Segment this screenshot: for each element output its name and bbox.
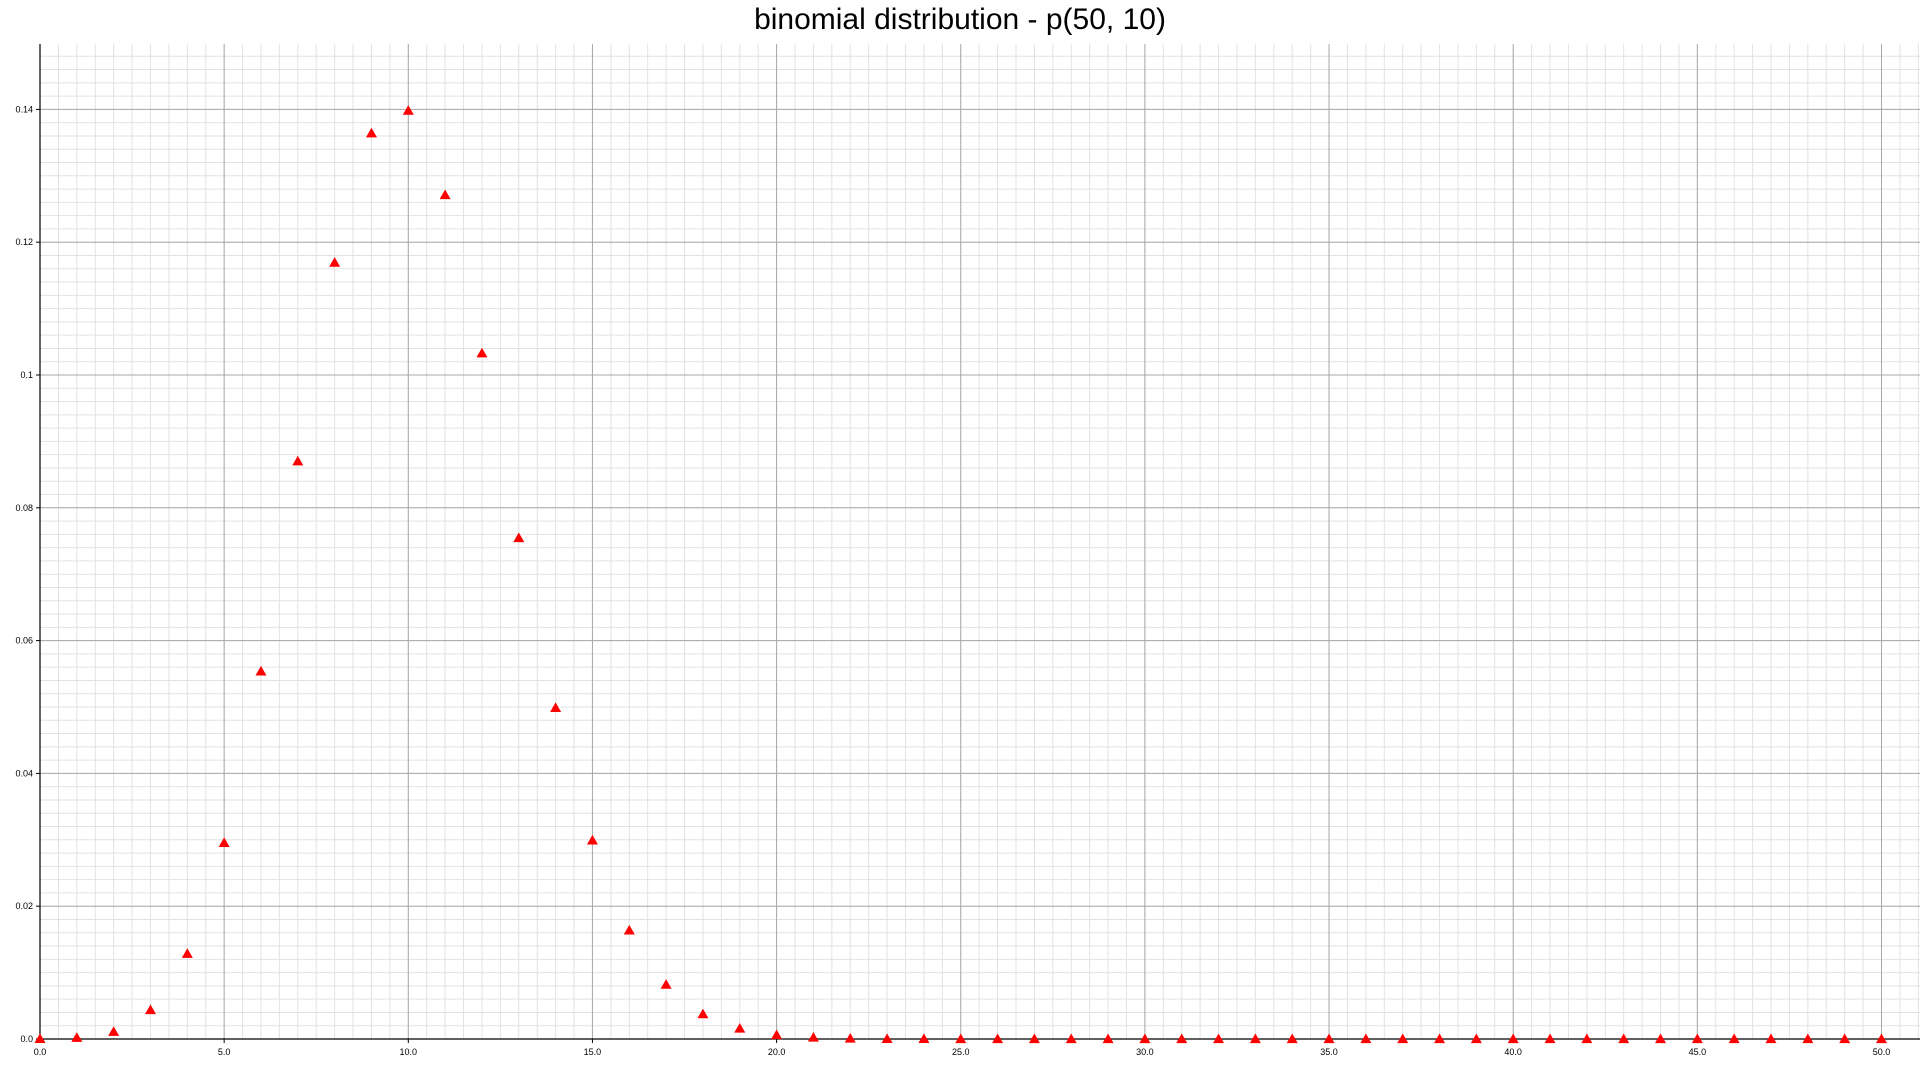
- axes: [39, 44, 1920, 1040]
- x-tick-label: 25.0: [952, 1047, 970, 1057]
- data-point: [1802, 1033, 1814, 1044]
- data-point: [550, 702, 562, 713]
- y-tick-label: 0.08: [15, 503, 33, 513]
- data-point: [1618, 1033, 1630, 1044]
- y-tick-label: 0.06: [15, 636, 33, 646]
- data-point: [1028, 1033, 1040, 1044]
- data-point: [255, 665, 267, 676]
- data-point: [1323, 1033, 1335, 1044]
- x-tick-label: 30.0: [1136, 1047, 1154, 1057]
- data-point: [697, 1008, 709, 1019]
- x-tick-label: 5.0: [218, 1047, 231, 1057]
- data-point: [292, 455, 304, 466]
- data-point: [771, 1029, 783, 1040]
- data-point: [918, 1033, 930, 1044]
- data-point: [144, 1004, 156, 1015]
- data-point: [1507, 1033, 1519, 1044]
- data-point: [71, 1032, 83, 1042]
- data-point: [402, 105, 414, 115]
- data-point: [329, 257, 341, 267]
- x-tick-label: 50.0: [1873, 1047, 1891, 1057]
- data-point: [586, 834, 598, 845]
- data-point: [1286, 1033, 1298, 1044]
- data-point: [1876, 1033, 1887, 1044]
- data-point: [1360, 1033, 1372, 1044]
- data-point: [734, 1023, 746, 1033]
- data-point: [181, 948, 193, 958]
- y-tick-label: 0.0: [20, 1034, 33, 1044]
- x-tick-label: 35.0: [1320, 1047, 1338, 1057]
- data-point: [992, 1033, 1004, 1044]
- data-point: [844, 1033, 856, 1043]
- data-point: [1728, 1033, 1740, 1044]
- data-point: [34, 1033, 46, 1044]
- data-point: [1139, 1033, 1151, 1044]
- data-point: [1434, 1033, 1446, 1044]
- data-point: [218, 837, 230, 848]
- data-point: [623, 924, 635, 935]
- data-point: [1470, 1033, 1482, 1044]
- data-point: [660, 979, 672, 989]
- data-point: [1213, 1033, 1225, 1044]
- data-point: [1544, 1033, 1556, 1044]
- y-tick-label: 0.1: [20, 370, 33, 380]
- x-tick-label: 45.0: [1689, 1047, 1707, 1057]
- data-point: [513, 532, 525, 543]
- data-point: [1249, 1033, 1261, 1044]
- x-tick-label: 40.0: [1504, 1047, 1522, 1057]
- data-point: [476, 347, 488, 358]
- data-point: [1839, 1033, 1851, 1044]
- y-tick-label: 0.14: [15, 104, 33, 114]
- data-point: [439, 189, 451, 200]
- chart-title: binomial distribution - p(50, 10): [754, 3, 1166, 36]
- data-point: [1765, 1033, 1777, 1044]
- data-point: [1102, 1033, 1114, 1044]
- x-tick-label: 10.0: [400, 1047, 418, 1057]
- data-point: [365, 127, 377, 138]
- x-tick-label: 20.0: [768, 1047, 786, 1057]
- y-tick-label: 0.02: [15, 901, 33, 911]
- data-point: [1397, 1033, 1409, 1044]
- data-point: [1691, 1033, 1703, 1044]
- data-point: [108, 1026, 120, 1036]
- x-tick-label: 0.0: [34, 1047, 47, 1057]
- data-point: [1581, 1033, 1593, 1044]
- data-point: [1655, 1033, 1667, 1044]
- x-axis-ticks: 0.0 5.0 10.0 15.0 20.0 25.0 30.0 35.0 40.0 45.0 50…: [34, 1039, 1891, 1057]
- y-tick-label: 0.04: [15, 768, 33, 778]
- data-point: [1065, 1033, 1077, 1044]
- data-points: [34, 105, 1887, 1044]
- y-axis-ticks: 0.0 0.02 0.04 0.06 0.08 0.1 0.12 0.14: [15, 104, 40, 1044]
- x-tick-label: 15.0: [584, 1047, 602, 1057]
- data-point: [807, 1032, 819, 1042]
- data-point: [955, 1033, 967, 1044]
- data-point: [1176, 1033, 1188, 1044]
- major-grid: [39, 44, 1920, 1040]
- y-tick-label: 0.12: [15, 237, 33, 247]
- data-point: [881, 1033, 893, 1043]
- minor-grid: [39, 44, 1920, 1040]
